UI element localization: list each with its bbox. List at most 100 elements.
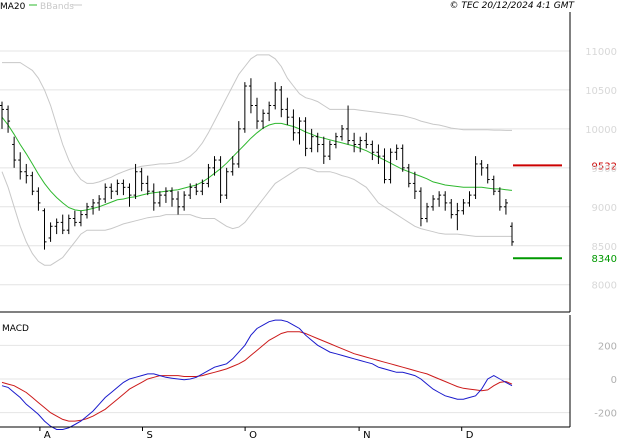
price-grid (0, 50, 570, 286)
x-tick-label: N (363, 430, 370, 440)
price-y-tick-label: 8500 (592, 242, 617, 253)
ohlc-bar (352, 132, 357, 153)
x-tick-label: D (466, 430, 474, 440)
macd-y-axis: 200 0 -200 (594, 341, 617, 419)
ohlc-bar (163, 187, 168, 203)
ohlc-bar (297, 117, 302, 145)
legend-bbands-label: BBands (40, 2, 74, 12)
ohlc-bar (255, 97, 259, 129)
macd-grid (0, 344, 570, 414)
ohlc-bar (218, 156, 223, 203)
ohlc-bar (400, 144, 405, 172)
x-tick-label: A (44, 430, 51, 440)
x-tick-label: S (147, 430, 153, 440)
ohlc-bar (346, 105, 351, 145)
ohlc-bar (273, 82, 278, 110)
ohlc-bar (370, 140, 375, 161)
support-level-label: 8340 (592, 254, 617, 265)
ohlc-bar (242, 82, 247, 133)
ohlc-bar (510, 222, 514, 246)
price-y-tick-label: 8000 (592, 281, 617, 292)
ohlc-bar (479, 160, 484, 176)
ohlc-bar (170, 187, 174, 207)
ohlc-bar (48, 222, 53, 242)
price-panel: 9532 8340 11000 10500 10000 9500 9000 8500 8000 (0, 12, 617, 313)
ohlc-bar (127, 183, 132, 207)
ohlc-bar (394, 144, 399, 161)
ohlc-bar (78, 210, 83, 227)
ohlc-bar (437, 191, 442, 207)
ohlc-bar (491, 175, 496, 196)
price-y-tick-label: 10500 (585, 86, 617, 97)
ohlc-bar (461, 199, 466, 215)
price-levels: 9532 8340 (513, 161, 617, 265)
price-y-axis: 11000 10500 10000 9500 9000 8500 8000 (585, 47, 617, 292)
ohlc-bar (72, 210, 77, 227)
ohlc-bar (340, 124, 344, 141)
ohlc-bar (206, 163, 211, 188)
ohlc-bar (0, 101, 4, 129)
ohlc-bar (473, 156, 478, 200)
ohlc-bar (485, 163, 490, 184)
bb-lower-line (1, 167, 512, 266)
ohlc-bar (449, 199, 454, 219)
ohlc-bar (182, 191, 187, 211)
ohlc-bar (97, 195, 102, 211)
ohlc-bar (230, 156, 235, 176)
ohlc-bar (121, 179, 126, 196)
macd-panel: MACD 200 0 -200 (0, 315, 617, 430)
macd-title: MACD (2, 324, 29, 334)
ohlc-bar (279, 86, 284, 118)
ohlc-bar (285, 97, 290, 125)
ohlc-bar (188, 183, 193, 200)
ohlc-bar (24, 163, 29, 184)
ohlc-bar (364, 132, 369, 149)
ohlc-bar (42, 208, 47, 250)
ohlc-bar (30, 171, 35, 196)
ohlc-bar (103, 183, 108, 203)
price-y-tick-label: 11000 (585, 47, 617, 58)
ohlc-bar (6, 105, 11, 133)
ohlc-bar (327, 140, 332, 161)
macd-y-tick-label: 200 (598, 341, 617, 352)
bb-upper-line (2, 54, 512, 184)
ohlc-bar (443, 191, 448, 211)
ohlc-bar (431, 195, 436, 211)
ohlc-bar (139, 167, 144, 192)
ohlc-bar (60, 214, 65, 235)
ohlc-bar (54, 218, 59, 235)
ohlc-bar (467, 191, 472, 207)
ohlc-bar (291, 109, 296, 141)
ohlc-bar (66, 214, 71, 235)
ohlc-bar (315, 132, 320, 153)
legend-ma20-label: MA20 (0, 2, 26, 12)
ohlc-bar (321, 136, 326, 164)
ohlc-bar (194, 183, 199, 196)
ohlc-bar (388, 148, 393, 184)
ohlc-bar (133, 163, 138, 200)
ohlc-bar (358, 136, 363, 153)
ohlc-bar (261, 109, 266, 129)
macd-signal-line (1, 331, 513, 422)
ohlc-bar (224, 167, 229, 200)
ohlc-bar (425, 202, 429, 223)
ohlc-bar (248, 78, 253, 114)
price-panel-bg (0, 12, 570, 312)
price-y-tick-label: 9500 (592, 164, 617, 175)
ohlc-bar (151, 183, 156, 211)
macd-y-tick-label: -200 (594, 409, 617, 420)
ohlc-bar (157, 191, 162, 207)
ohlc-bar (303, 117, 308, 157)
ohlc-bar (333, 132, 338, 149)
ohlc-bar (267, 101, 272, 122)
price-y-tick-label: 10000 (585, 125, 617, 136)
ohlc-bar (176, 191, 181, 215)
ohlc-bar (85, 202, 89, 219)
resistance-level-label: 9532 (592, 161, 617, 172)
ohlc-bar (12, 136, 17, 168)
ohlc-bars (0, 78, 514, 250)
price-y-tick-label: 9000 (592, 203, 617, 214)
macd-line (1, 319, 513, 430)
